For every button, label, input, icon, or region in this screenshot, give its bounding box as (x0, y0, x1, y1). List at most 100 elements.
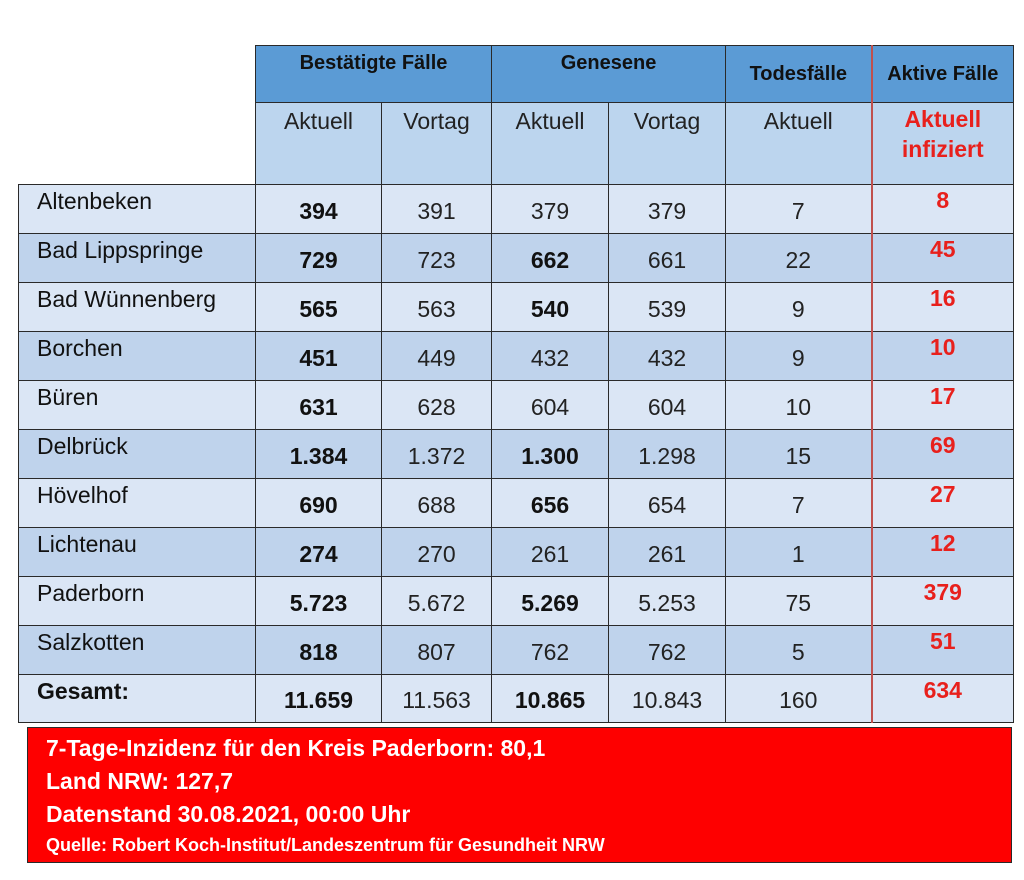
cell-genesene-vortag: 661 (608, 233, 727, 283)
subheader-aktuell-infiziert: Aktuell infiziert (870, 102, 1015, 185)
cell-genesene-aktuell: 762 (491, 625, 610, 675)
cell-bestaetigt-aktuell: 451 (255, 331, 382, 381)
cell-aktiv-infiziert: 379 (870, 576, 1015, 626)
cell-todesfaelle: 15 (725, 429, 873, 479)
total-bestaetigt-vortag: 11.563 (380, 674, 493, 723)
table-row: Lichtenau 274 270 261 261 1 12 (18, 527, 1015, 577)
total-aktiv-infiziert: 634 (870, 674, 1015, 723)
row-name: Bad Lippspringe (18, 233, 256, 283)
row-name: Lichtenau (18, 527, 256, 577)
cell-genesene-aktuell: 662 (491, 233, 610, 283)
total-todesfaelle: 160 (725, 674, 873, 723)
cell-bestaetigt-vortag: 563 (380, 282, 493, 332)
cell-bestaetigt-aktuell: 274 (255, 527, 382, 577)
cell-aktiv-infiziert: 51 (870, 625, 1015, 675)
cell-bestaetigt-aktuell: 690 (255, 478, 382, 528)
inzidenz-kreis-text: 7-Tage-Inzidenz für den Kreis Paderborn:… (46, 735, 546, 761)
cell-bestaetigt-aktuell: 1.384 (255, 429, 382, 479)
cell-bestaetigt-vortag: 5.672 (380, 576, 493, 626)
row-name: Hövelhof (18, 478, 256, 528)
cell-bestaetigt-vortag: 270 (380, 527, 493, 577)
cell-aktiv-infiziert: 16 (870, 282, 1015, 332)
cell-todesfaelle: 5 (725, 625, 873, 675)
cell-bestaetigt-aktuell: 818 (255, 625, 382, 675)
cell-bestaetigt-vortag: 449 (380, 331, 493, 381)
cell-aktiv-infiziert: 17 (870, 380, 1015, 430)
cell-todesfaelle: 7 (725, 478, 873, 528)
cell-todesfaelle: 10 (725, 380, 873, 430)
total-row: Gesamt: 11.659 11.563 10.865 10.843 160 … (18, 674, 1015, 723)
cell-genesene-aktuell: 432 (491, 331, 610, 381)
row-name: Salzkotten (18, 625, 256, 675)
subheader-bestaetigt-aktuell: Aktuell (255, 102, 382, 185)
cell-genesene-vortag: 539 (608, 282, 727, 332)
cell-genesene-vortag: 1.298 (608, 429, 727, 479)
cell-genesene-aktuell: 261 (491, 527, 610, 577)
cell-bestaetigt-aktuell: 631 (255, 380, 382, 430)
total-genesene-vortag: 10.843 (608, 674, 727, 723)
cell-genesene-vortag: 604 (608, 380, 727, 430)
cell-genesene-aktuell: 540 (491, 282, 610, 332)
header-row-groups: Bestätigte Fälle Genesene Todesfälle Akt… (18, 45, 1015, 185)
cell-genesene-vortag: 654 (608, 478, 727, 528)
row-name: Paderborn (18, 576, 256, 626)
table-row: Paderborn 5.723 5.672 5.269 5.253 75 379 (18, 576, 1015, 626)
cell-bestaetigt-vortag: 391 (380, 184, 493, 234)
cell-todesfaelle: 9 (725, 282, 873, 332)
cell-bestaetigt-aktuell: 394 (255, 184, 382, 234)
table-row: Altenbeken 394 391 379 379 7 8 (18, 184, 1015, 234)
datenstand-text: Datenstand 30.08.2021, 00:00 Uhr (46, 801, 411, 827)
cell-bestaetigt-vortag: 688 (380, 478, 493, 528)
cell-genesene-aktuell: 5.269 (491, 576, 610, 626)
table-row: Bad Lippspringe 729 723 662 661 22 45 (18, 233, 1015, 283)
subheader-todesfaelle-aktuell: Aktuell (725, 102, 873, 185)
cell-aktiv-infiziert: 10 (870, 331, 1015, 381)
cell-bestaetigt-aktuell: 565 (255, 282, 382, 332)
table-row: Salzkotten 818 807 762 762 5 51 (18, 625, 1015, 675)
covid-case-table-container: Bestätigte Fälle Genesene Todesfälle Akt… (18, 45, 1015, 723)
cell-genesene-vortag: 432 (608, 331, 727, 381)
header-todesfaelle: Todesfälle (725, 45, 873, 103)
cell-bestaetigt-vortag: 807 (380, 625, 493, 675)
cell-todesfaelle: 22 (725, 233, 873, 283)
cell-bestaetigt-vortag: 628 (380, 380, 493, 430)
subheader-genesene-aktuell: Aktuell (491, 102, 610, 185)
header-genesene: Genesene (491, 45, 727, 103)
row-name: Borchen (18, 331, 256, 381)
header-row-sub: Aktuell Vortag Aktuell Vortag Aktuell Ak… (19, 102, 1015, 185)
total-label: Gesamt: (18, 674, 256, 723)
cell-todesfaelle: 9 (725, 331, 873, 381)
cell-genesene-aktuell: 379 (491, 184, 610, 234)
covid-case-table: Bestätigte Fälle Genesene Todesfälle Akt… (18, 45, 1015, 723)
cell-genesene-aktuell: 656 (491, 478, 610, 528)
subheader-genesene-vortag: Vortag (608, 102, 727, 185)
total-bestaetigt-aktuell: 11.659 (255, 674, 382, 723)
header-bestaetigte-faelle: Bestätigte Fälle (254, 45, 493, 103)
cell-bestaetigt-aktuell: 729 (255, 233, 382, 283)
cell-aktiv-infiziert: 27 (870, 478, 1015, 528)
table-row: Hövelhof 690 688 656 654 7 27 (18, 478, 1015, 528)
cell-genesene-aktuell: 1.300 (491, 429, 610, 479)
cell-genesene-aktuell: 604 (491, 380, 610, 430)
cell-bestaetigt-vortag: 1.372 (380, 429, 493, 479)
table-row: Bad Wünnenberg 565 563 540 539 9 16 (18, 282, 1015, 332)
cell-bestaetigt-vortag: 723 (380, 233, 493, 283)
header-corner-blank (18, 45, 256, 185)
cell-aktiv-infiziert: 8 (870, 184, 1015, 234)
cell-todesfaelle: 1 (725, 527, 873, 577)
cell-genesene-vortag: 5.253 (608, 576, 727, 626)
incidence-info-box: 7-Tage-Inzidenz für den Kreis Paderborn:… (27, 727, 1012, 863)
table-row: Borchen 451 449 432 432 9 10 (18, 331, 1015, 381)
cell-aktiv-infiziert: 69 (870, 429, 1015, 479)
header-aktive-faelle: Aktive Fälle (870, 45, 1015, 103)
subheader-bestaetigt-vortag: Vortag (380, 102, 493, 185)
row-name: Altenbeken (18, 184, 256, 234)
cell-aktiv-infiziert: 45 (870, 233, 1015, 283)
cell-todesfaelle: 7 (725, 184, 873, 234)
table-row: Delbrück 1.384 1.372 1.300 1.298 15 69 (18, 429, 1015, 479)
row-name: Büren (18, 380, 256, 430)
cell-todesfaelle: 75 (725, 576, 873, 626)
cell-genesene-vortag: 261 (608, 527, 727, 577)
cell-genesene-vortag: 379 (608, 184, 727, 234)
row-name: Bad Wünnenberg (18, 282, 256, 332)
